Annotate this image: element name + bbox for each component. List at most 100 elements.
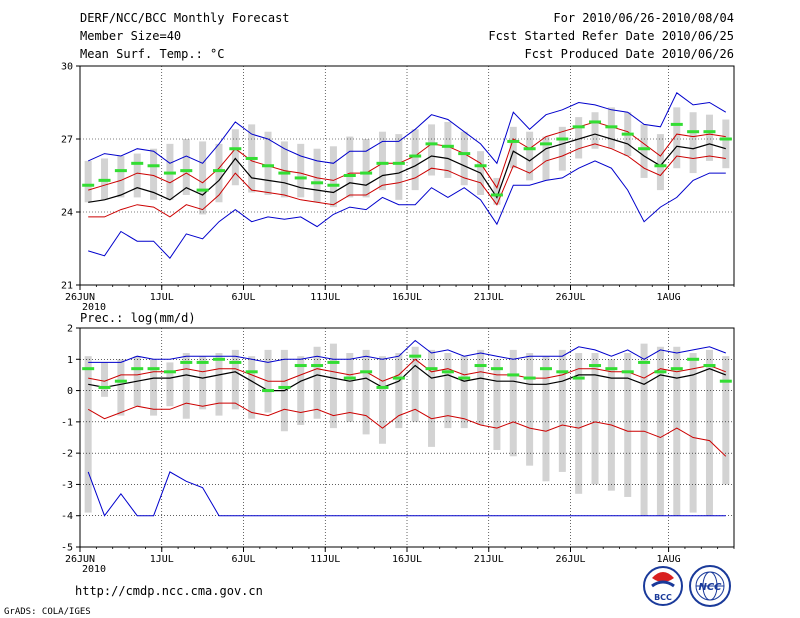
prec-spread-box xyxy=(378,356,386,444)
temp-spread-box xyxy=(182,139,190,195)
prec-spread-box xyxy=(460,356,468,429)
prec-spread-box xyxy=(509,349,517,457)
precipitation-panel: -5 -4 -3 -2 -1 0 1 2 26JUN 1JUL 6JUL 11JUL 16JUL 21JU… xyxy=(61,324,735,575)
ncc-logo: NCC xyxy=(689,565,731,607)
temp-mean-marker xyxy=(327,183,340,187)
temp-spread-box xyxy=(460,131,468,186)
prec-spread-box xyxy=(411,346,419,422)
temp-spread-box xyxy=(640,124,648,178)
forecast-period: For 2010/06/26-2010/08/04 xyxy=(553,11,734,25)
temp-spread-box xyxy=(526,131,534,181)
prec-mean-marker xyxy=(539,367,552,371)
temp-mean-marker xyxy=(621,132,634,136)
temp-mean-marker xyxy=(131,161,144,165)
temp-xtick-label: 26JUL xyxy=(555,292,585,303)
prec-spread-box xyxy=(84,356,92,513)
prec-mean-marker xyxy=(409,354,422,358)
prec-xtick-label: 6JUL xyxy=(231,554,255,565)
temp-ytick-label: 27 xyxy=(61,135,73,146)
temp-mean-marker xyxy=(425,142,438,146)
prec-mean-marker xyxy=(441,370,454,374)
prec-spread-box xyxy=(705,349,713,516)
prec-xtick-label: 16JUL xyxy=(392,554,422,565)
prec-spread-box xyxy=(117,359,125,416)
prec-spread-box xyxy=(215,353,223,416)
prec-spread-box xyxy=(575,353,583,494)
temp-spread-box xyxy=(378,131,386,191)
prec-mean-marker xyxy=(638,360,651,364)
refer-date: Fcst Started Refer Date 2010/06/25 xyxy=(488,29,734,43)
prec-spread-box xyxy=(624,353,632,497)
temp-mean-marker xyxy=(572,125,585,129)
temp-spread-box xyxy=(150,148,158,200)
prec-mean-marker xyxy=(229,360,242,364)
bcc-logo-text: BCC xyxy=(654,593,672,602)
prec-mean-marker xyxy=(392,376,405,380)
temp-series-outer-band-high xyxy=(87,92,727,165)
source-url[interactable]: http://cmdp.ncc.cma.gov.cn xyxy=(75,584,263,598)
temp-series-inner-band-high xyxy=(88,121,726,191)
prec-spread-box xyxy=(150,359,158,416)
prec-spread-box xyxy=(640,343,648,516)
temp-spread-box xyxy=(280,141,288,198)
prec-spread-box xyxy=(656,346,664,516)
temp-spread-box xyxy=(689,112,697,174)
temp-spread-box xyxy=(231,129,239,186)
prec-mean-marker xyxy=(670,367,683,371)
prec-ytick-label: -2 xyxy=(61,449,73,460)
prec-mean-marker xyxy=(523,376,536,380)
prec-ytick-label: -5 xyxy=(61,543,73,554)
prec-mean-marker xyxy=(98,385,111,389)
prec-mean-marker xyxy=(245,370,258,374)
figure-title: DERF/NCC/BCC Monthly Forecast xyxy=(80,11,290,25)
prec-spread-box xyxy=(248,356,256,419)
prec-ytick-label: 0 xyxy=(67,386,73,397)
prec-mean-marker xyxy=(196,360,209,364)
prec-spread-box xyxy=(199,356,207,410)
prec-mean-marker xyxy=(703,364,716,368)
temp-spread-box xyxy=(509,126,517,169)
prec-spread-box xyxy=(673,346,681,516)
prec-mean-marker xyxy=(719,379,732,383)
temperature-panel: 21 24 27 30 26JUN 1JUL 6JUL 11JUL 16JUL 21JUL 26JU… xyxy=(61,62,735,313)
prec-series-outer-band-high xyxy=(88,339,726,363)
prec-series-inner-band-high xyxy=(88,358,726,382)
prec-year-label: 2010 xyxy=(82,564,106,575)
member-size: Member Size=40 xyxy=(80,29,181,43)
prec-mean-marker xyxy=(490,367,503,371)
prec-spread-box xyxy=(231,349,239,410)
prec-mean-marker xyxy=(343,376,356,380)
prec-mean-marker xyxy=(82,367,95,371)
temp-spread-box xyxy=(346,136,354,198)
temp-mean-marker xyxy=(458,152,471,156)
temp-series-ensemble-mean xyxy=(88,133,726,203)
temp-mean-marker xyxy=(507,139,520,143)
prec-mean-marker xyxy=(621,370,634,374)
prec-spread-box xyxy=(558,349,566,472)
temp-mean-marker xyxy=(98,178,111,182)
prec-ytick-label: 2 xyxy=(67,324,73,335)
temp-xtick-label: 21JUL xyxy=(474,292,504,303)
prec-xtick-label: 1AUG xyxy=(657,554,681,565)
prec-spread-box xyxy=(689,353,697,513)
prec-mean-marker xyxy=(360,370,373,374)
temp-mean-marker xyxy=(82,183,95,187)
temp-series-inner-band-low xyxy=(88,143,726,218)
prec-mean-marker xyxy=(376,385,389,389)
prec-mean-marker xyxy=(605,367,618,371)
prec-ytick-label: 1 xyxy=(67,355,73,366)
ncc-logo-text: NCC xyxy=(698,582,722,593)
temp-mean-marker xyxy=(474,164,487,168)
temp-mean-marker xyxy=(180,169,193,173)
prec-mean-marker xyxy=(180,360,193,364)
temp-mean-marker xyxy=(114,169,127,173)
prec-spread-box xyxy=(591,353,599,485)
temp-mean-marker xyxy=(212,169,225,173)
temp-spread-box xyxy=(705,114,713,161)
temp-panel-title: Mean Surf. Temp.: °C xyxy=(80,47,225,61)
temp-mean-marker xyxy=(687,130,700,134)
temp-mean-marker xyxy=(278,171,291,175)
temp-spread-box xyxy=(199,141,207,215)
temp-mean-marker xyxy=(196,188,209,192)
prec-spread-box xyxy=(166,362,174,407)
